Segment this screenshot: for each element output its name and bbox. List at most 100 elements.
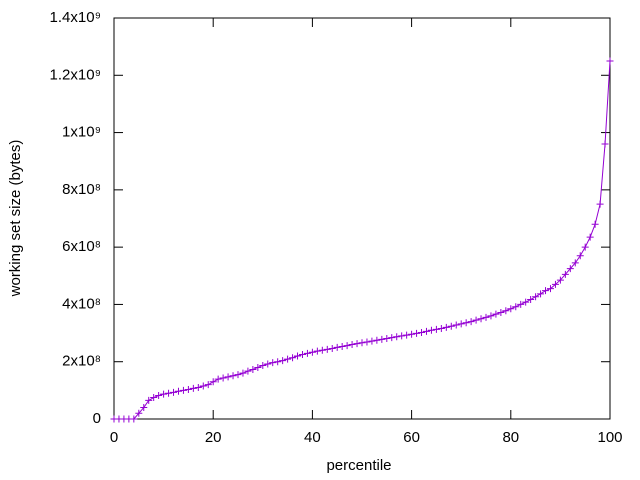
- data-point: [561, 270, 569, 278]
- data-point: [174, 387, 182, 395]
- data-point: [150, 394, 158, 402]
- data-point: [492, 310, 500, 318]
- data-point: [462, 319, 470, 327]
- y-tick-label: 8x10⁸: [62, 181, 101, 198]
- y-tick-label: 2x10⁸: [62, 353, 101, 370]
- data-line: [114, 60, 611, 420]
- y-tick-label: 1.4x10⁹: [50, 9, 101, 26]
- x-tick-label: 40: [304, 429, 321, 446]
- data-point: [537, 290, 545, 298]
- data-point: [130, 415, 138, 423]
- data-point: [576, 252, 584, 260]
- x-axis-label: percentile: [326, 457, 391, 474]
- data-point: [393, 333, 401, 341]
- data-point: [259, 361, 267, 369]
- data-point: [482, 313, 490, 321]
- data-point: [333, 343, 341, 351]
- data-point: [487, 312, 495, 320]
- data-point: [323, 345, 331, 353]
- data-point: [571, 259, 579, 267]
- data-point: [527, 296, 535, 304]
- data-point: [467, 318, 475, 326]
- x-tick-label: 20: [205, 429, 222, 446]
- y-tick-label: 6x10⁸: [62, 238, 101, 255]
- data-point: [517, 300, 525, 308]
- data-point: [542, 287, 550, 295]
- data-point: [606, 57, 614, 65]
- data-point: [432, 325, 440, 333]
- y-axis-label: working set size (bytes): [7, 140, 24, 298]
- data-point: [348, 341, 356, 349]
- y-tick-label: 0: [93, 410, 101, 427]
- data-point: [591, 220, 599, 228]
- data-point: [556, 276, 564, 284]
- data-point: [343, 342, 351, 350]
- data-point: [422, 327, 430, 335]
- data-point: [274, 358, 282, 366]
- data-point: [145, 396, 153, 404]
- data-point: [318, 346, 326, 354]
- data-point: [452, 321, 460, 329]
- data-point: [353, 340, 361, 348]
- data-point: [502, 307, 510, 315]
- data-point: [413, 329, 421, 337]
- data-point: [170, 388, 178, 396]
- y-tick-label: 1x10⁹: [62, 124, 101, 141]
- data-point: [328, 345, 336, 353]
- data-point: [135, 409, 143, 417]
- data-point: [373, 336, 381, 344]
- data-point: [254, 363, 262, 371]
- data-point: [383, 335, 391, 343]
- data-point: [447, 322, 455, 330]
- data-point: [427, 326, 435, 334]
- data-point: [155, 392, 163, 400]
- data-point: [160, 390, 168, 398]
- data-point: [194, 383, 202, 391]
- data-point: [264, 360, 272, 368]
- data-point: [294, 352, 302, 360]
- data-point: [229, 372, 237, 380]
- data-point: [398, 332, 406, 340]
- data-point: [189, 384, 197, 392]
- data-point: [546, 285, 554, 293]
- data-point: [442, 323, 450, 331]
- data-point: [184, 385, 192, 393]
- data-point: [596, 200, 604, 208]
- data-point: [179, 386, 187, 394]
- data-point: [368, 337, 376, 345]
- data-point: [239, 369, 247, 377]
- x-tick-label: 0: [110, 429, 118, 446]
- data-point: [388, 334, 396, 342]
- data-point: [244, 367, 252, 375]
- data-point: [408, 330, 416, 338]
- data-point: [512, 303, 520, 311]
- y-tick-label: 4x10⁸: [62, 295, 101, 312]
- data-point: [378, 335, 386, 343]
- data-point: [457, 320, 465, 328]
- data-point: [507, 305, 515, 313]
- data-point: [308, 348, 316, 356]
- data-point: [566, 265, 574, 273]
- data-point: [437, 324, 445, 332]
- data-point: [363, 338, 371, 346]
- data-point: [581, 243, 589, 251]
- data-point: [338, 343, 346, 351]
- data-point: [224, 373, 232, 381]
- data-point: [313, 347, 321, 355]
- x-tick-label: 60: [403, 429, 420, 446]
- data-point: [209, 378, 217, 386]
- data-point: [284, 355, 292, 363]
- data-point: [269, 359, 277, 367]
- data-point: [358, 339, 366, 347]
- data-point: [522, 298, 530, 306]
- data-point: [477, 315, 485, 323]
- data-point: [472, 316, 480, 324]
- data-point: [601, 140, 609, 148]
- data-point: [586, 233, 594, 241]
- data-point: [249, 365, 257, 373]
- data-point: [234, 371, 242, 379]
- data-point: [289, 354, 297, 362]
- data-point: [403, 331, 411, 339]
- data-point: [279, 357, 287, 365]
